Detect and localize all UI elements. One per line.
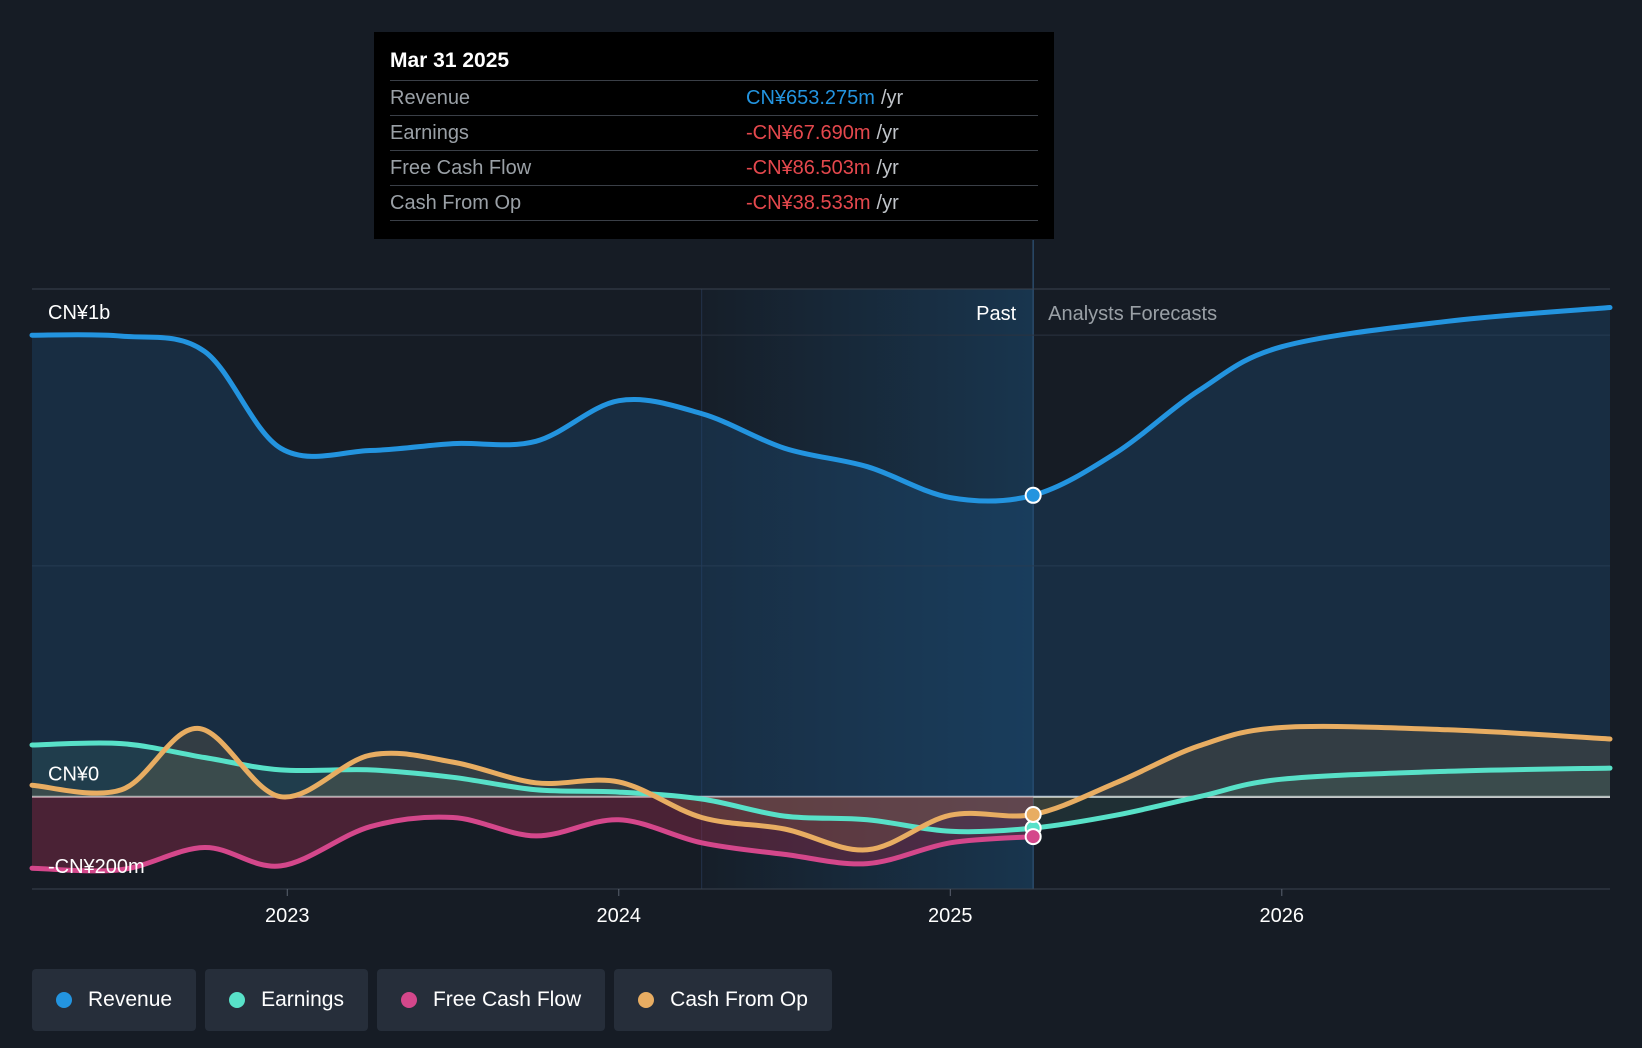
tooltip-label: Cash From Op bbox=[390, 191, 522, 214]
x-tick-label: 2024 bbox=[597, 905, 642, 927]
tooltip-value: -CN¥86.503m bbox=[746, 156, 871, 179]
tooltip-date: Mar 31 2025 bbox=[390, 49, 510, 72]
y-axis-label: -CN¥200m bbox=[48, 856, 145, 878]
tooltip-label: Revenue bbox=[390, 86, 471, 109]
tooltip: Mar 31 2025 Revenue CN¥653.275m /yr Earn… bbox=[374, 32, 1054, 239]
legend-label: Free Cash Flow bbox=[432, 988, 582, 1011]
tooltip-unit: /yr bbox=[876, 121, 899, 144]
line-revenue bbox=[29, 305, 1613, 504]
marker-fcf bbox=[1024, 828, 1042, 846]
line-fcf bbox=[29, 814, 1036, 874]
tooltip-row-earnings: Earnings -CN¥67.690m /yr bbox=[390, 115, 1038, 150]
line-cfo bbox=[29, 723, 1613, 853]
legend-item-cash-from-op[interactable]: Cash From Op bbox=[614, 969, 832, 1031]
tooltip-label: Earnings bbox=[390, 121, 469, 144]
tooltip-label: Free Cash Flow bbox=[390, 156, 532, 179]
legend-dot-icon bbox=[638, 992, 655, 1008]
legend: Revenue Earnings Free Cash Flow Cash Fro… bbox=[32, 969, 832, 1031]
x-tick-label: 2025 bbox=[928, 905, 973, 927]
x-tick-label: 2023 bbox=[265, 905, 310, 927]
tooltip-row-cfo: Cash From Op -CN¥38.533m /yr bbox=[390, 185, 1038, 221]
legend-item-earnings[interactable]: Earnings bbox=[205, 969, 368, 1031]
past-label: Past bbox=[976, 303, 1016, 325]
line-earnings bbox=[29, 740, 1613, 835]
tooltip-value: -CN¥38.533m bbox=[746, 191, 871, 214]
legend-dot-icon bbox=[56, 992, 72, 1008]
tooltip-value: CN¥653.275m bbox=[746, 86, 875, 109]
area-revenue bbox=[32, 307, 1610, 797]
tooltip-unit: /yr bbox=[876, 191, 899, 214]
legend-dot-icon bbox=[229, 992, 246, 1008]
legend-label: Revenue bbox=[88, 988, 173, 1011]
legend-label: Cash From Op bbox=[670, 988, 808, 1011]
tooltip-row-revenue: Revenue CN¥653.275m /yr bbox=[390, 80, 1038, 115]
tooltip-value: -CN¥67.690m bbox=[746, 121, 871, 144]
tooltip-unit: /yr bbox=[880, 86, 904, 109]
tooltip-unit: /yr bbox=[876, 156, 899, 179]
legend-item-revenue[interactable]: Revenue bbox=[32, 969, 197, 1031]
past-region bbox=[701, 289, 1034, 889]
y-axis-label: CN¥0 bbox=[48, 764, 99, 786]
tooltip-row-fcf: Free Cash Flow -CN¥86.503m /yr bbox=[390, 150, 1038, 185]
legend-item-free-cash-flow[interactable]: Free Cash Flow bbox=[376, 969, 606, 1031]
legend-dot-icon bbox=[400, 992, 417, 1008]
forecast-label: Analysts Forecasts bbox=[1048, 303, 1217, 325]
x-tick-label: 2026 bbox=[1260, 905, 1305, 927]
legend-label: Earnings bbox=[261, 988, 344, 1011]
area-earnings bbox=[32, 742, 1610, 832]
marker-cfo bbox=[1024, 805, 1042, 823]
marker-revenue bbox=[1024, 486, 1042, 504]
y-axis-label: CN¥1b bbox=[48, 302, 110, 324]
